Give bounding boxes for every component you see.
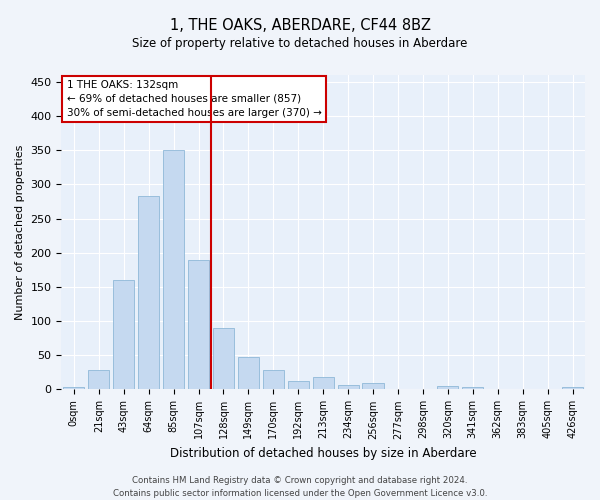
X-axis label: Distribution of detached houses by size in Aberdare: Distribution of detached houses by size … <box>170 447 476 460</box>
Bar <box>88 370 109 390</box>
Bar <box>63 388 85 390</box>
Bar <box>512 389 533 390</box>
Text: Contains HM Land Registry data © Crown copyright and database right 2024.
Contai: Contains HM Land Registry data © Crown c… <box>113 476 487 498</box>
Bar <box>113 280 134 390</box>
Bar <box>412 389 434 390</box>
Y-axis label: Number of detached properties: Number of detached properties <box>15 144 25 320</box>
Bar <box>338 386 359 390</box>
Bar <box>163 150 184 390</box>
Bar <box>562 386 583 390</box>
Bar <box>313 377 334 390</box>
Bar <box>362 382 383 390</box>
Text: 1 THE OAKS: 132sqm
← 69% of detached houses are smaller (857)
30% of semi-detach: 1 THE OAKS: 132sqm ← 69% of detached hou… <box>67 80 322 118</box>
Bar <box>263 370 284 390</box>
Bar <box>462 386 484 390</box>
Bar <box>287 380 309 390</box>
Bar <box>437 386 458 390</box>
Text: 1, THE OAKS, ABERDARE, CF44 8BZ: 1, THE OAKS, ABERDARE, CF44 8BZ <box>170 18 431 32</box>
Text: Size of property relative to detached houses in Aberdare: Size of property relative to detached ho… <box>133 38 467 51</box>
Bar <box>487 389 508 390</box>
Bar <box>388 389 409 390</box>
Bar <box>138 196 159 390</box>
Bar <box>188 260 209 390</box>
Bar <box>238 356 259 390</box>
Bar <box>213 328 234 390</box>
